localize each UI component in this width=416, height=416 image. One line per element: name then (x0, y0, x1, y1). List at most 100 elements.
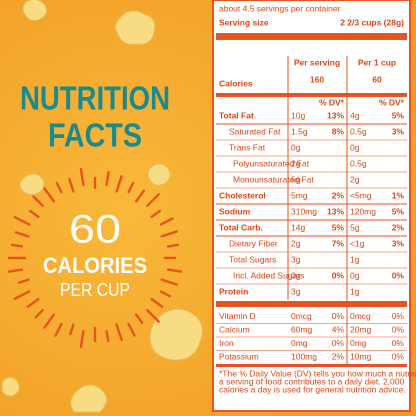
daily-value: 0% (392, 352, 405, 362)
daily-value: 0% (332, 270, 345, 280)
label-box (212, 0, 411, 412)
amount: 5g (291, 174, 301, 184)
ray (160, 230, 178, 238)
daily-value: 0% (332, 338, 345, 348)
nutrient-name: Potassium (219, 352, 259, 362)
ray (43, 313, 56, 329)
amount: 20mg (350, 325, 372, 335)
amount: 10g (291, 110, 305, 120)
amount: <5mg (350, 190, 372, 200)
nutrient-name: Total Sugars (229, 254, 276, 264)
amount: 1.5g (291, 126, 308, 136)
daily-value: 7% (332, 238, 345, 248)
amount: 4g (350, 110, 360, 120)
daily-value: 0% (392, 325, 405, 335)
serving-size-label: Serving size (219, 17, 269, 27)
amount: 14g (291, 222, 305, 232)
amount: 0mcg (350, 311, 371, 321)
calories-value: 60 (372, 74, 382, 84)
footnote: a serving of food contributes to a daily… (219, 376, 405, 386)
ray (55, 181, 63, 194)
ray (34, 309, 44, 319)
daily-value: 4% (332, 325, 345, 335)
ray (105, 170, 110, 187)
ray (14, 231, 30, 238)
serving-size-value: 2 2/3 cups (28g) (340, 17, 404, 27)
ray (146, 193, 160, 207)
daily-value: 0% (392, 338, 405, 348)
rule (216, 33, 407, 40)
ray (29, 209, 40, 219)
amount: 0g (350, 142, 360, 152)
ray (105, 329, 110, 343)
ray (32, 195, 44, 207)
daily-value: 3% (392, 238, 405, 248)
footnote: calories a day is used for general nutri… (219, 384, 406, 394)
amount: 0mg (350, 338, 367, 348)
ray (79, 167, 85, 187)
nutrient-name: Calcium (219, 325, 250, 335)
ray (150, 209, 161, 219)
popcorn (1, 0, 203, 413)
nutrient-name: Protein (219, 286, 248, 296)
amount: <1g (350, 238, 365, 248)
daily-value: 2% (332, 352, 345, 362)
ray (159, 290, 172, 298)
nutrient-name: Total Fat (219, 110, 254, 120)
amount: 1g (350, 286, 360, 296)
nutrition-label: about 4.5 servings per container Serving… (212, 0, 416, 412)
nutrient-name: Incl. Added Sugars (233, 270, 304, 280)
daily-value: 5% (392, 110, 405, 120)
ray (68, 177, 75, 193)
nutrient-name: Polyunsaturated Fat (233, 158, 310, 168)
calories-label: Calories (219, 78, 253, 88)
ray (134, 313, 144, 324)
amount: 10mg (350, 352, 372, 362)
amount: 2g (291, 238, 301, 248)
nutrient-name: Total Carb. (219, 222, 263, 232)
dv-header: % DV* (379, 97, 405, 107)
footnote: *The % Daily Value (DV) tells you how mu… (219, 368, 416, 378)
daily-value: 13% (327, 110, 344, 120)
daily-value: 2% (392, 222, 405, 232)
ray (115, 323, 123, 341)
ray (115, 175, 123, 193)
amount: 0.5g (350, 126, 367, 136)
daily-value: 0% (392, 270, 405, 280)
ray (69, 323, 75, 336)
ray (127, 181, 135, 194)
ray (160, 278, 178, 286)
daily-value: 1% (392, 190, 405, 200)
nutrient-name: Dietary Fiber (229, 238, 278, 248)
rule (216, 301, 407, 307)
amount: 0g (291, 142, 301, 152)
column-header: Per 1 cup (358, 57, 396, 67)
ray (166, 243, 180, 248)
ray (10, 243, 24, 248)
heading: NUTRITION (20, 80, 170, 117)
ray (127, 322, 136, 337)
amount: 310mg (291, 206, 317, 216)
sunburst (7, 167, 183, 349)
ray (17, 278, 30, 284)
amount: 3g (291, 254, 301, 264)
rule (216, 364, 407, 367)
ray (79, 329, 85, 349)
dv-header: % DV* (319, 97, 345, 107)
ray (134, 189, 145, 203)
amount: 5mg (291, 190, 308, 200)
nutrient-name: Sodium (219, 206, 251, 216)
nutrient-name: Iron (219, 338, 234, 348)
ray (43, 187, 56, 203)
heading: FACTS (48, 117, 142, 154)
amount: 120mg (350, 206, 376, 216)
amount: 0g (350, 270, 360, 280)
daily-value: 8% (332, 126, 345, 136)
daily-value: 0% (392, 311, 405, 321)
amount: 5g (350, 222, 360, 232)
ray (159, 217, 174, 226)
daily-value: 2% (332, 190, 345, 200)
daily-value: 5% (392, 206, 405, 216)
ray (7, 268, 24, 273)
